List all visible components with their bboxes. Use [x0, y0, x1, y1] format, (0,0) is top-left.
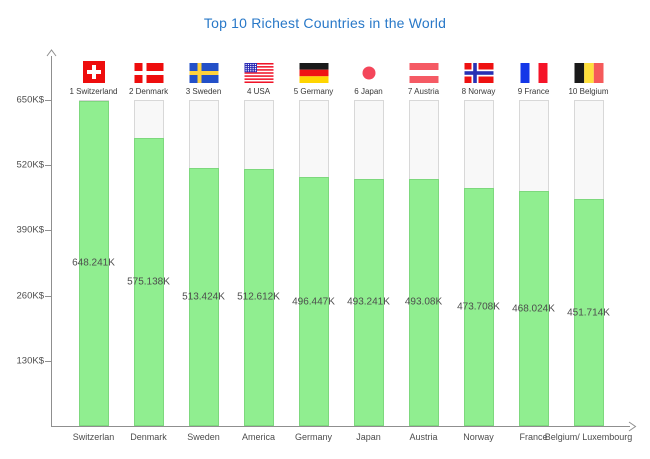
bar-value-label: 493.08K — [404, 296, 443, 308]
x-axis-label: Sweden — [187, 432, 220, 442]
y-axis-tick — [45, 100, 51, 101]
bar-value-label: 493.241K — [347, 296, 390, 308]
flag-germany-icon — [299, 63, 328, 83]
flag-denmark-icon — [134, 63, 163, 83]
flag-usa-icon — [244, 63, 273, 83]
flag-rank-label: 6 Japan — [354, 87, 383, 96]
bar — [188, 168, 219, 426]
x-axis-label: Germany — [294, 432, 333, 442]
chart-title: Top 10 Richest Countries in the World — [203, 15, 447, 31]
flag-rank-label: 7 Austria — [407, 87, 440, 96]
y-axis-arrow-icon — [46, 49, 57, 57]
y-axis-tick-label: 260K$ — [16, 290, 44, 302]
bar — [243, 168, 274, 426]
flag-sweden-icon — [189, 63, 218, 83]
x-axis-label: Belgium/ Luxembourg — [544, 432, 633, 442]
bar-value-label: 648.241K — [72, 257, 115, 269]
flag-rank-label: 1 Switzerland — [69, 87, 118, 96]
flag-rank-label: 8 Norway — [461, 87, 496, 96]
flag-belgium-icon — [574, 63, 603, 83]
flag-rank-label: 5 Germany — [293, 87, 334, 96]
x-axis-label: Denmark — [130, 432, 167, 442]
flag-japan-icon — [355, 63, 382, 83]
x-axis-label: America — [241, 432, 276, 442]
flag-rank-label: 2 Denmark — [128, 87, 169, 96]
y-axis-tick-label: 390K$ — [16, 224, 44, 236]
bar-value-label: 513.424K — [182, 291, 225, 303]
y-axis — [51, 56, 52, 426]
flag-austria-icon — [409, 63, 438, 83]
x-axis — [51, 426, 630, 427]
bar-value-label: 575.138K — [127, 276, 170, 288]
y-axis-tick — [45, 295, 51, 297]
bar-value-label: 451.714K — [567, 307, 610, 319]
flag-switzerland-icon — [82, 61, 105, 83]
flag-france-icon — [520, 63, 547, 83]
bar — [298, 177, 329, 426]
x-axis-label: Norway — [463, 432, 494, 442]
x-axis-label: Switzerlan — [72, 432, 115, 442]
bar — [133, 137, 164, 426]
bar — [463, 188, 494, 426]
bar — [353, 178, 384, 426]
bar — [78, 100, 109, 426]
bar — [573, 199, 604, 426]
y-axis-tick — [45, 360, 51, 362]
y-axis-tick-label: 520K$ — [16, 159, 44, 171]
bar-value-label: 496.447K — [292, 296, 335, 307]
flag-rank-label: 9 France — [517, 87, 550, 96]
x-axis-label: Japan — [356, 432, 381, 442]
y-axis-tick-label: 130K$ — [16, 355, 44, 367]
flag-rank-label: 4 USA — [246, 87, 271, 96]
flag-norway-icon — [464, 63, 493, 83]
x-axis-label: Austria — [409, 432, 438, 442]
y-axis-tick — [45, 230, 51, 232]
x-axis-label: France — [519, 432, 548, 442]
bar — [408, 178, 439, 426]
y-axis-tick — [45, 165, 51, 167]
x-axis-arrow-icon — [628, 421, 637, 432]
y-axis-tick-label: 650K$ — [16, 94, 44, 106]
flag-rank-label: 3 Sweden — [185, 87, 222, 96]
bar — [518, 191, 549, 426]
bar-value-label: 468.024K — [512, 303, 555, 315]
flag-rank-label: 10 Belgium — [568, 87, 609, 96]
bar-value-label: 512.612K — [237, 291, 280, 303]
bar-value-label: 473.708K — [457, 301, 500, 313]
